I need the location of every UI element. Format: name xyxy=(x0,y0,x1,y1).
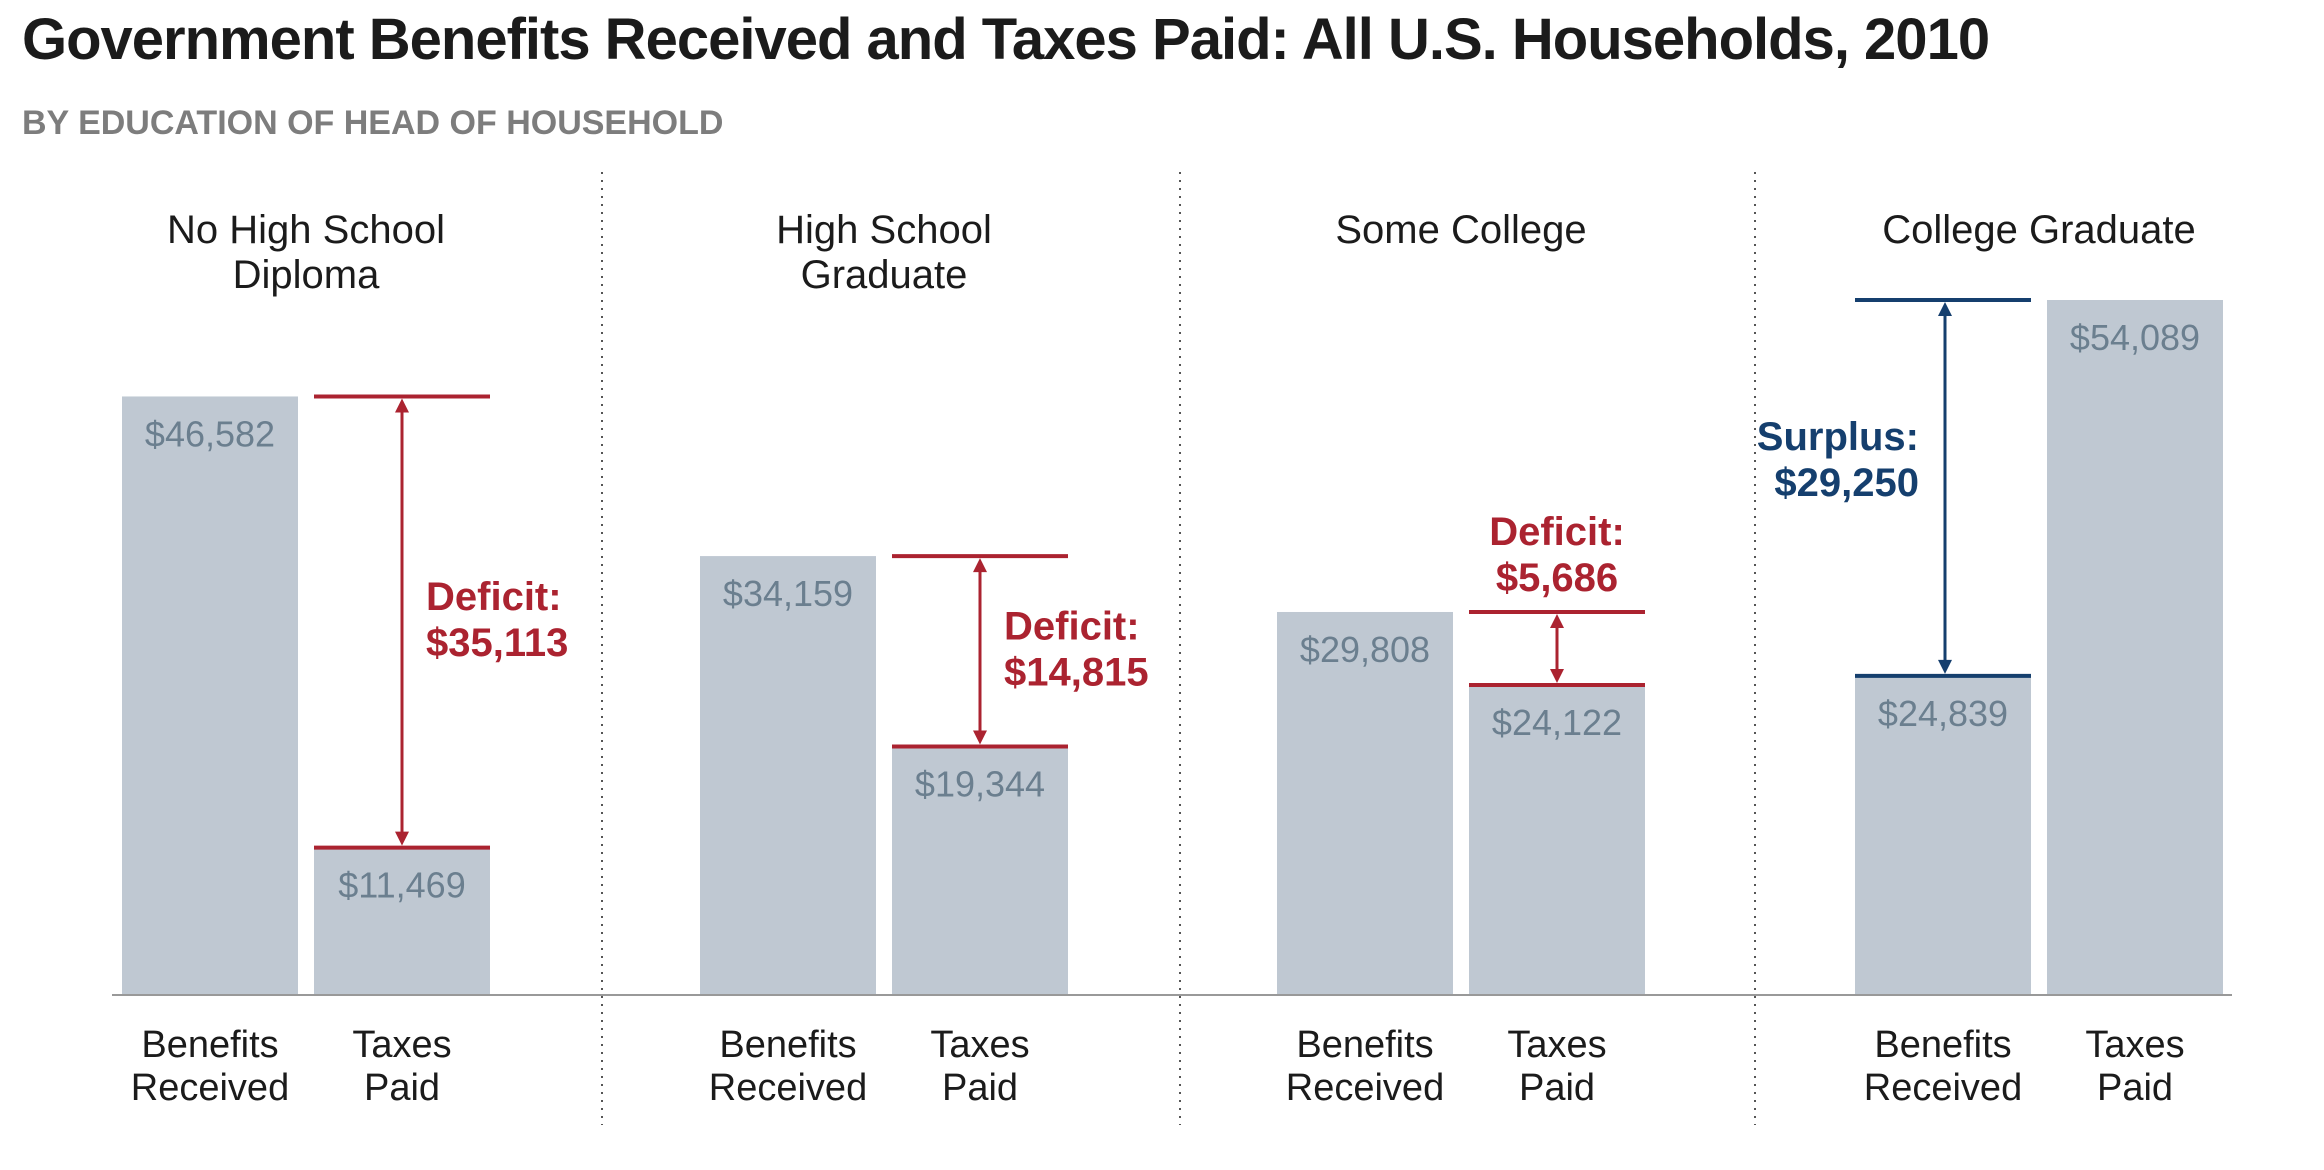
gap-arrow-3 xyxy=(1550,613,1564,684)
benefits-axis-label-4: Benefits xyxy=(1874,1024,2011,1066)
taxes-axis-label-2: Taxes xyxy=(930,1024,1029,1066)
benefits-bar-4 xyxy=(1855,675,2031,995)
gap-arrow-1-head-bottom xyxy=(395,831,409,846)
gap-arrow-2-head-bottom xyxy=(973,730,987,745)
benefits-bar-1 xyxy=(122,396,298,996)
group-heading-2: Graduate xyxy=(801,253,968,297)
taxes-axis-label-1: Taxes xyxy=(352,1024,451,1066)
benefits-value-label-2: $34,159 xyxy=(723,573,853,614)
gap-arrow-4-head-bottom xyxy=(1938,659,1952,674)
taxes-axis-label-3: Taxes xyxy=(1507,1024,1606,1066)
taxes-axis-label-4: Taxes xyxy=(2085,1024,2184,1066)
benefits-value-label-1: $46,582 xyxy=(145,413,275,454)
benefits-value-label-3: $29,808 xyxy=(1300,629,1430,670)
gap-arrow-3-head-top xyxy=(1550,613,1564,628)
deficit-label-3: $5,686 xyxy=(1496,556,1618,600)
gap-arrow-2 xyxy=(973,558,987,745)
deficit-label-1: Deficit: xyxy=(426,575,562,619)
taxes-bar-1 xyxy=(314,847,490,995)
group-heading-4: College Graduate xyxy=(1882,208,2196,252)
benefits-value-label-4: $24,839 xyxy=(1878,693,2008,734)
benefits-axis-label-2: Received xyxy=(709,1067,867,1109)
benefits-axis-label-1: Received xyxy=(131,1067,289,1109)
deficit-label-2: $14,815 xyxy=(1004,650,1149,694)
gap-arrow-1-head-top xyxy=(395,398,409,413)
taxes-value-label-3: $24,122 xyxy=(1492,702,1622,743)
group-heading-1: No High School xyxy=(167,208,445,252)
chart-title: Government Benefits Received and Taxes P… xyxy=(22,7,1990,72)
taxes-axis-label-3: Paid xyxy=(1519,1067,1595,1109)
benefits-bar-2 xyxy=(700,556,876,995)
gap-arrow-4 xyxy=(1938,302,1952,674)
surplus-label-4: Surplus: xyxy=(1757,415,1919,459)
gap-arrow-2-head-top xyxy=(973,558,987,573)
taxes-axis-label-4: Paid xyxy=(2097,1067,2173,1109)
benefits-axis-label-1: Benefits xyxy=(141,1024,278,1066)
taxes-value-label-1: $11,469 xyxy=(338,865,465,906)
deficit-label-3: Deficit: xyxy=(1489,510,1625,554)
gap-arrow-4-head-top xyxy=(1938,302,1952,316)
benefits-axis-label-3: Benefits xyxy=(1296,1024,1433,1066)
group-heading-2: High School xyxy=(776,208,992,252)
taxes-value-label-2: $19,344 xyxy=(915,763,1045,804)
group-heading-1: Diploma xyxy=(233,253,380,297)
benefits-axis-label-3: Received xyxy=(1286,1067,1444,1109)
taxes-bar-2 xyxy=(892,746,1068,995)
benefits-bar-3 xyxy=(1277,611,1453,995)
benefits-axis-label-4: Received xyxy=(1864,1067,2022,1109)
deficit-label-1: $35,113 xyxy=(426,621,568,665)
deficit-label-2: Deficit: xyxy=(1004,604,1140,648)
taxes-bar-3 xyxy=(1469,685,1645,995)
taxes-bar-4 xyxy=(2047,300,2223,995)
gap-arrow-3-head-bottom xyxy=(1550,669,1564,684)
surplus-label-4: $29,250 xyxy=(1774,461,1919,505)
chart-subtitle: BY EDUCATION OF HEAD OF HOUSEHOLD xyxy=(22,104,724,142)
benefits-axis-label-2: Benefits xyxy=(719,1024,856,1066)
taxes-value-label-4: $54,089 xyxy=(2070,317,2200,358)
taxes-axis-label-1: Paid xyxy=(364,1067,440,1109)
gap-arrow-1 xyxy=(395,398,409,846)
group-heading-3: Some College xyxy=(1335,208,1586,252)
taxes-axis-label-2: Paid xyxy=(942,1067,1018,1109)
